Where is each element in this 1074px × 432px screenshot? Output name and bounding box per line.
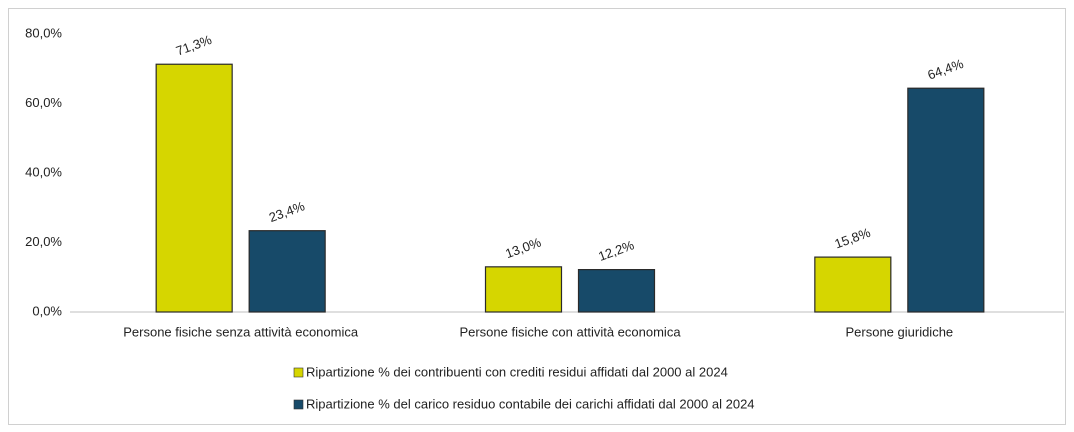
x-tick-label: Persone fisiche senza attività economica bbox=[123, 324, 359, 339]
bar bbox=[577, 269, 656, 313]
x-tick-label: Persone fisiche con attività economica bbox=[459, 324, 681, 339]
y-tick-label: 80,0% bbox=[25, 25, 62, 40]
y-tick-label: 20,0% bbox=[25, 234, 62, 249]
legend-label: Ripartizione % dei contribuenti con cred… bbox=[306, 364, 728, 379]
x-tick-label: Persone giuridiche bbox=[845, 324, 953, 339]
bar bbox=[155, 63, 233, 313]
legend-swatch bbox=[293, 399, 304, 410]
bar bbox=[484, 266, 563, 313]
y-tick-label: 60,0% bbox=[25, 95, 62, 110]
bar bbox=[907, 87, 985, 313]
y-tick-label: 40,0% bbox=[25, 164, 62, 179]
bar bbox=[814, 256, 892, 313]
bar bbox=[248, 230, 326, 313]
legend-swatch bbox=[293, 367, 304, 378]
legend-label: Ripartizione % del carico residuo contab… bbox=[306, 396, 755, 411]
y-tick-label: 0,0% bbox=[32, 303, 62, 318]
